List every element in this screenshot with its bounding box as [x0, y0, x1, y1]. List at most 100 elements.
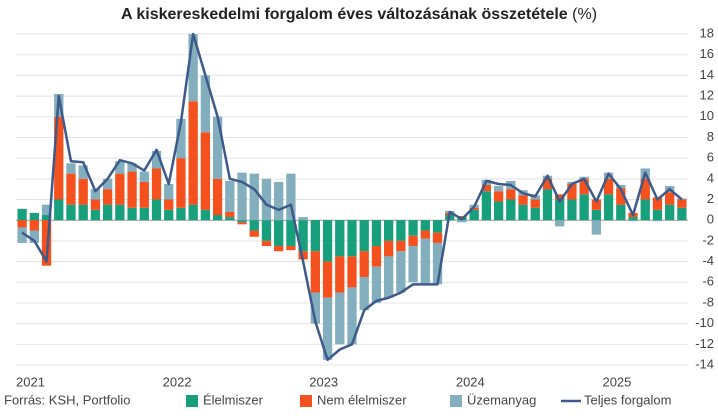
bar-segment — [54, 199, 64, 221]
bar-segment — [164, 199, 174, 210]
y-tick-label: 2 — [707, 191, 714, 206]
bar-segment — [530, 199, 540, 208]
bar-segment — [41, 204, 52, 216]
bar-segment — [665, 192, 675, 205]
y-tick-label: -8 — [702, 294, 714, 309]
bar-segment — [432, 242, 443, 285]
bar-segment — [102, 178, 113, 190]
bar-segment — [261, 178, 272, 221]
bar-segment — [408, 235, 418, 247]
x-tick-label: 2023 — [309, 374, 338, 389]
bar-segment — [616, 204, 626, 221]
bar-segment — [408, 220, 418, 236]
bar-segment — [90, 199, 101, 210]
bar-segment — [567, 199, 577, 221]
bar-segment — [384, 220, 394, 241]
bar-segment — [274, 220, 284, 247]
bar-segment — [127, 207, 137, 221]
bar-segment — [29, 220, 39, 231]
bar-segment — [457, 220, 467, 223]
bar-segment — [237, 220, 247, 223]
bar-segment — [591, 199, 602, 210]
bar-segment — [310, 292, 320, 324]
bar-segment — [420, 230, 430, 239]
bar-segment — [115, 161, 125, 174]
bar-segment — [628, 220, 638, 222]
bar-segment — [347, 287, 357, 345]
x-tick-label: 2025 — [602, 374, 631, 389]
bar-segment — [640, 178, 650, 200]
bar-segment — [274, 246, 284, 252]
bar-segment — [102, 204, 113, 221]
bar-segment — [384, 256, 394, 298]
bar-segment — [542, 178, 553, 190]
bar-segment — [261, 220, 272, 241]
bar-segment — [29, 230, 39, 243]
y-tick-label: -12 — [695, 336, 714, 351]
bar-segment — [347, 256, 357, 288]
bar-segment — [432, 232, 443, 243]
bar-segment — [249, 230, 259, 237]
bar-segment — [371, 220, 382, 247]
y-tick-label: 12 — [700, 88, 714, 103]
y-tick-label: 14 — [700, 67, 714, 82]
bar-segment — [164, 183, 174, 200]
bar-segment — [176, 207, 186, 221]
bar-segment — [78, 178, 88, 205]
bar-segment — [298, 251, 308, 260]
bar-segment — [176, 118, 186, 159]
bar-segment — [225, 211, 235, 218]
bar-segment — [17, 220, 27, 228]
bar-segment — [41, 215, 52, 221]
legend-label: Üzemanyag — [467, 392, 536, 407]
bar-segment — [66, 163, 76, 174]
y-tick-label: -10 — [695, 315, 714, 330]
bar-segment — [384, 240, 394, 257]
chart-title-group: A kiskereskedelmi forgalom éves változás… — [121, 6, 597, 23]
bar-segment — [139, 181, 149, 208]
bar-segment — [164, 209, 174, 221]
bar-segment — [469, 209, 479, 221]
bar-segment — [139, 207, 149, 221]
bar-segment — [78, 204, 88, 221]
bar-segment — [78, 165, 88, 179]
bar-segment — [493, 191, 504, 202]
bar-segment — [200, 75, 211, 133]
y-tick-label: 8 — [707, 129, 714, 144]
bar-segment — [90, 209, 101, 221]
bar-segment — [493, 186, 504, 192]
bar-segment — [151, 168, 162, 200]
legend-label: Nem élelmiszer — [317, 392, 407, 407]
x-tick-label: 2024 — [456, 374, 485, 389]
bar-segment — [102, 189, 113, 205]
bar-segment — [225, 180, 235, 212]
bar-segment — [396, 251, 406, 293]
chart-title: A kiskereskedelmi forgalom éves változás… — [121, 6, 568, 23]
bar-segment — [335, 292, 345, 345]
bar-segment — [322, 261, 333, 298]
bar-segment — [212, 116, 223, 179]
bar-segment — [677, 199, 687, 208]
bar-segment — [432, 220, 443, 233]
y-tick-label: 10 — [700, 108, 714, 123]
bar-segment — [408, 246, 418, 283]
y-tick-label: 6 — [707, 150, 714, 165]
bar-segment — [90, 189, 101, 200]
bar-segment — [200, 132, 211, 210]
bar-segment — [286, 173, 296, 221]
bar-segment — [151, 150, 162, 169]
bar-segment — [322, 220, 333, 262]
bar-segment — [359, 277, 369, 311]
bar-segment — [286, 246, 296, 251]
bar-segment — [396, 240, 406, 252]
bar-segment — [359, 220, 369, 252]
x-tick-label: 2021 — [16, 374, 45, 389]
bar-segment — [506, 199, 516, 221]
bar-segment — [237, 222, 247, 225]
bar-segment — [115, 173, 125, 205]
bar-segment — [652, 209, 663, 221]
bar-segment — [396, 220, 406, 241]
bar-segment — [591, 220, 602, 235]
